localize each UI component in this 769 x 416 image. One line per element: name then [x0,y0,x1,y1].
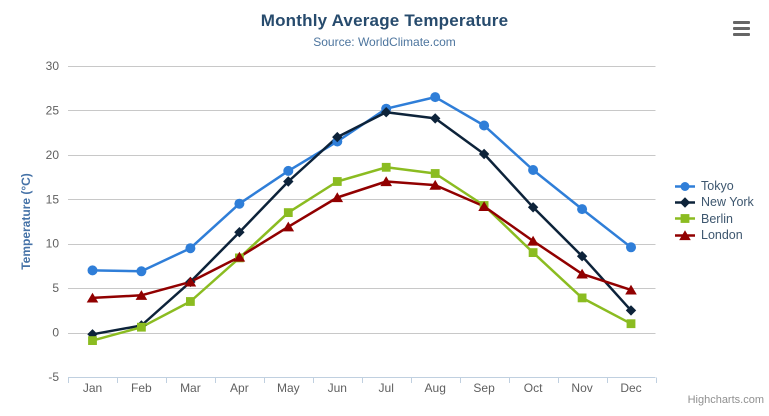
data-point-london-jun[interactable] [331,192,344,203]
x-axis-label: Jul [379,381,394,395]
x-axis-label: Apr [230,381,249,395]
x-axis-label: Jan [83,381,102,395]
data-point-tokyo-apr[interactable] [234,198,245,209]
circle-marker-icon [675,181,695,191]
data-point-tokyo-may[interactable] [283,165,294,176]
y-axis-label: 10 [46,237,60,251]
data-point-berlin-dec[interactable] [626,319,636,329]
triangle-marker-icon [675,229,695,240]
data-point-berlin-aug[interactable] [430,169,440,178]
chart-title: Monthly Average Temperature [260,11,509,30]
data-point-tokyo-nov[interactable] [577,204,588,215]
export-menu-button[interactable] [731,19,752,39]
data-point-berlin-feb[interactable] [137,322,146,332]
y-axis-label: 25 [46,103,60,117]
y-axis-label: -5 [48,370,59,384]
data-point-new-york-dec[interactable] [625,305,637,316]
x-axis-label: Aug [425,381,446,395]
legend-item-new-york[interactable]: New York [674,194,754,210]
legend-label: London [701,228,743,243]
legend: Tokyo New York Berlin London [674,178,754,243]
data-point-tokyo-sep[interactable] [479,120,490,131]
data-point-london-mar[interactable] [184,276,197,287]
data-point-london-apr[interactable] [233,251,246,262]
hamburger-icon [733,32,750,36]
legend-item-berlin[interactable]: Berlin [674,211,754,227]
data-point-tokyo-jan[interactable] [87,265,98,276]
data-point-berlin-nov[interactable] [577,293,587,303]
data-point-london-feb[interactable] [135,290,148,300]
y-axis-label: 20 [46,148,60,162]
y-axis-title: Temperature (°C) [19,173,33,270]
x-axis-label: Sep [473,381,495,395]
hamburger-icon [733,21,750,25]
data-point-london-oct[interactable] [527,235,539,246]
data-point-berlin-may[interactable] [283,208,293,217]
data-point-tokyo-aug[interactable] [430,92,441,103]
legend-item-london[interactable]: London [674,227,754,243]
y-axis-label: 30 [46,59,60,73]
data-point-london-may[interactable] [282,221,295,232]
data-point-new-york-sep[interactable] [478,148,490,160]
series-line-berlin[interactable] [91,166,633,342]
data-point-berlin-jan[interactable] [88,336,97,345]
y-axis-label: 5 [52,281,59,295]
legend-label: New York [701,195,754,210]
legend-label: Berlin [701,211,733,226]
data-point-tokyo-mar[interactable] [185,243,196,254]
legend-item-tokyo[interactable]: Tokyo [674,178,754,194]
hamburger-icon [733,26,750,31]
data-point-london-nov[interactable] [576,268,588,279]
y-axis-label: 0 [52,326,59,340]
data-point-berlin-oct[interactable] [528,248,538,257]
x-axis-label: May [277,381,300,395]
square-marker-icon [675,214,695,224]
series-line-london[interactable] [91,180,633,300]
legend-label: Tokyo [701,179,734,194]
x-axis-label: Feb [131,381,152,395]
x-axis-label: Dec [620,381,641,395]
data-point-new-york-jul[interactable] [381,107,392,118]
data-point-london-sep[interactable] [478,201,490,211]
data-point-new-york-jun[interactable] [332,131,343,143]
data-point-new-york-may[interactable] [283,176,294,187]
data-point-tokyo-dec[interactable] [626,242,636,253]
series-line-tokyo[interactable] [91,95,633,273]
data-point-london-aug[interactable] [429,179,441,190]
data-point-new-york-oct[interactable] [527,202,539,213]
data-point-new-york-apr[interactable] [234,227,245,238]
x-axis-label: Mar [180,381,201,395]
data-point-berlin-jun[interactable] [332,177,342,186]
data-point-tokyo-oct[interactable] [528,165,539,175]
data-point-new-york-nov[interactable] [576,251,588,262]
credits-link[interactable]: Highcharts.com [687,394,764,406]
chart-subtitle: Source: WorldClimate.com [313,35,456,49]
x-axis-label: Nov [571,381,592,395]
y-axis-label: 15 [46,192,60,206]
data-point-london-dec[interactable] [625,284,637,295]
data-point-berlin-jul[interactable] [381,162,391,172]
data-point-london-jul[interactable] [380,176,392,187]
x-axis-label: Jun [328,381,347,395]
series-line-new-york[interactable] [91,110,633,336]
data-point-tokyo-feb[interactable] [136,266,147,277]
data-point-london-jan[interactable] [86,292,99,303]
x-axis-label: Oct [524,381,543,395]
data-point-berlin-mar[interactable] [186,297,195,306]
diamond-marker-icon [675,197,695,208]
data-point-new-york-aug[interactable] [430,113,441,124]
